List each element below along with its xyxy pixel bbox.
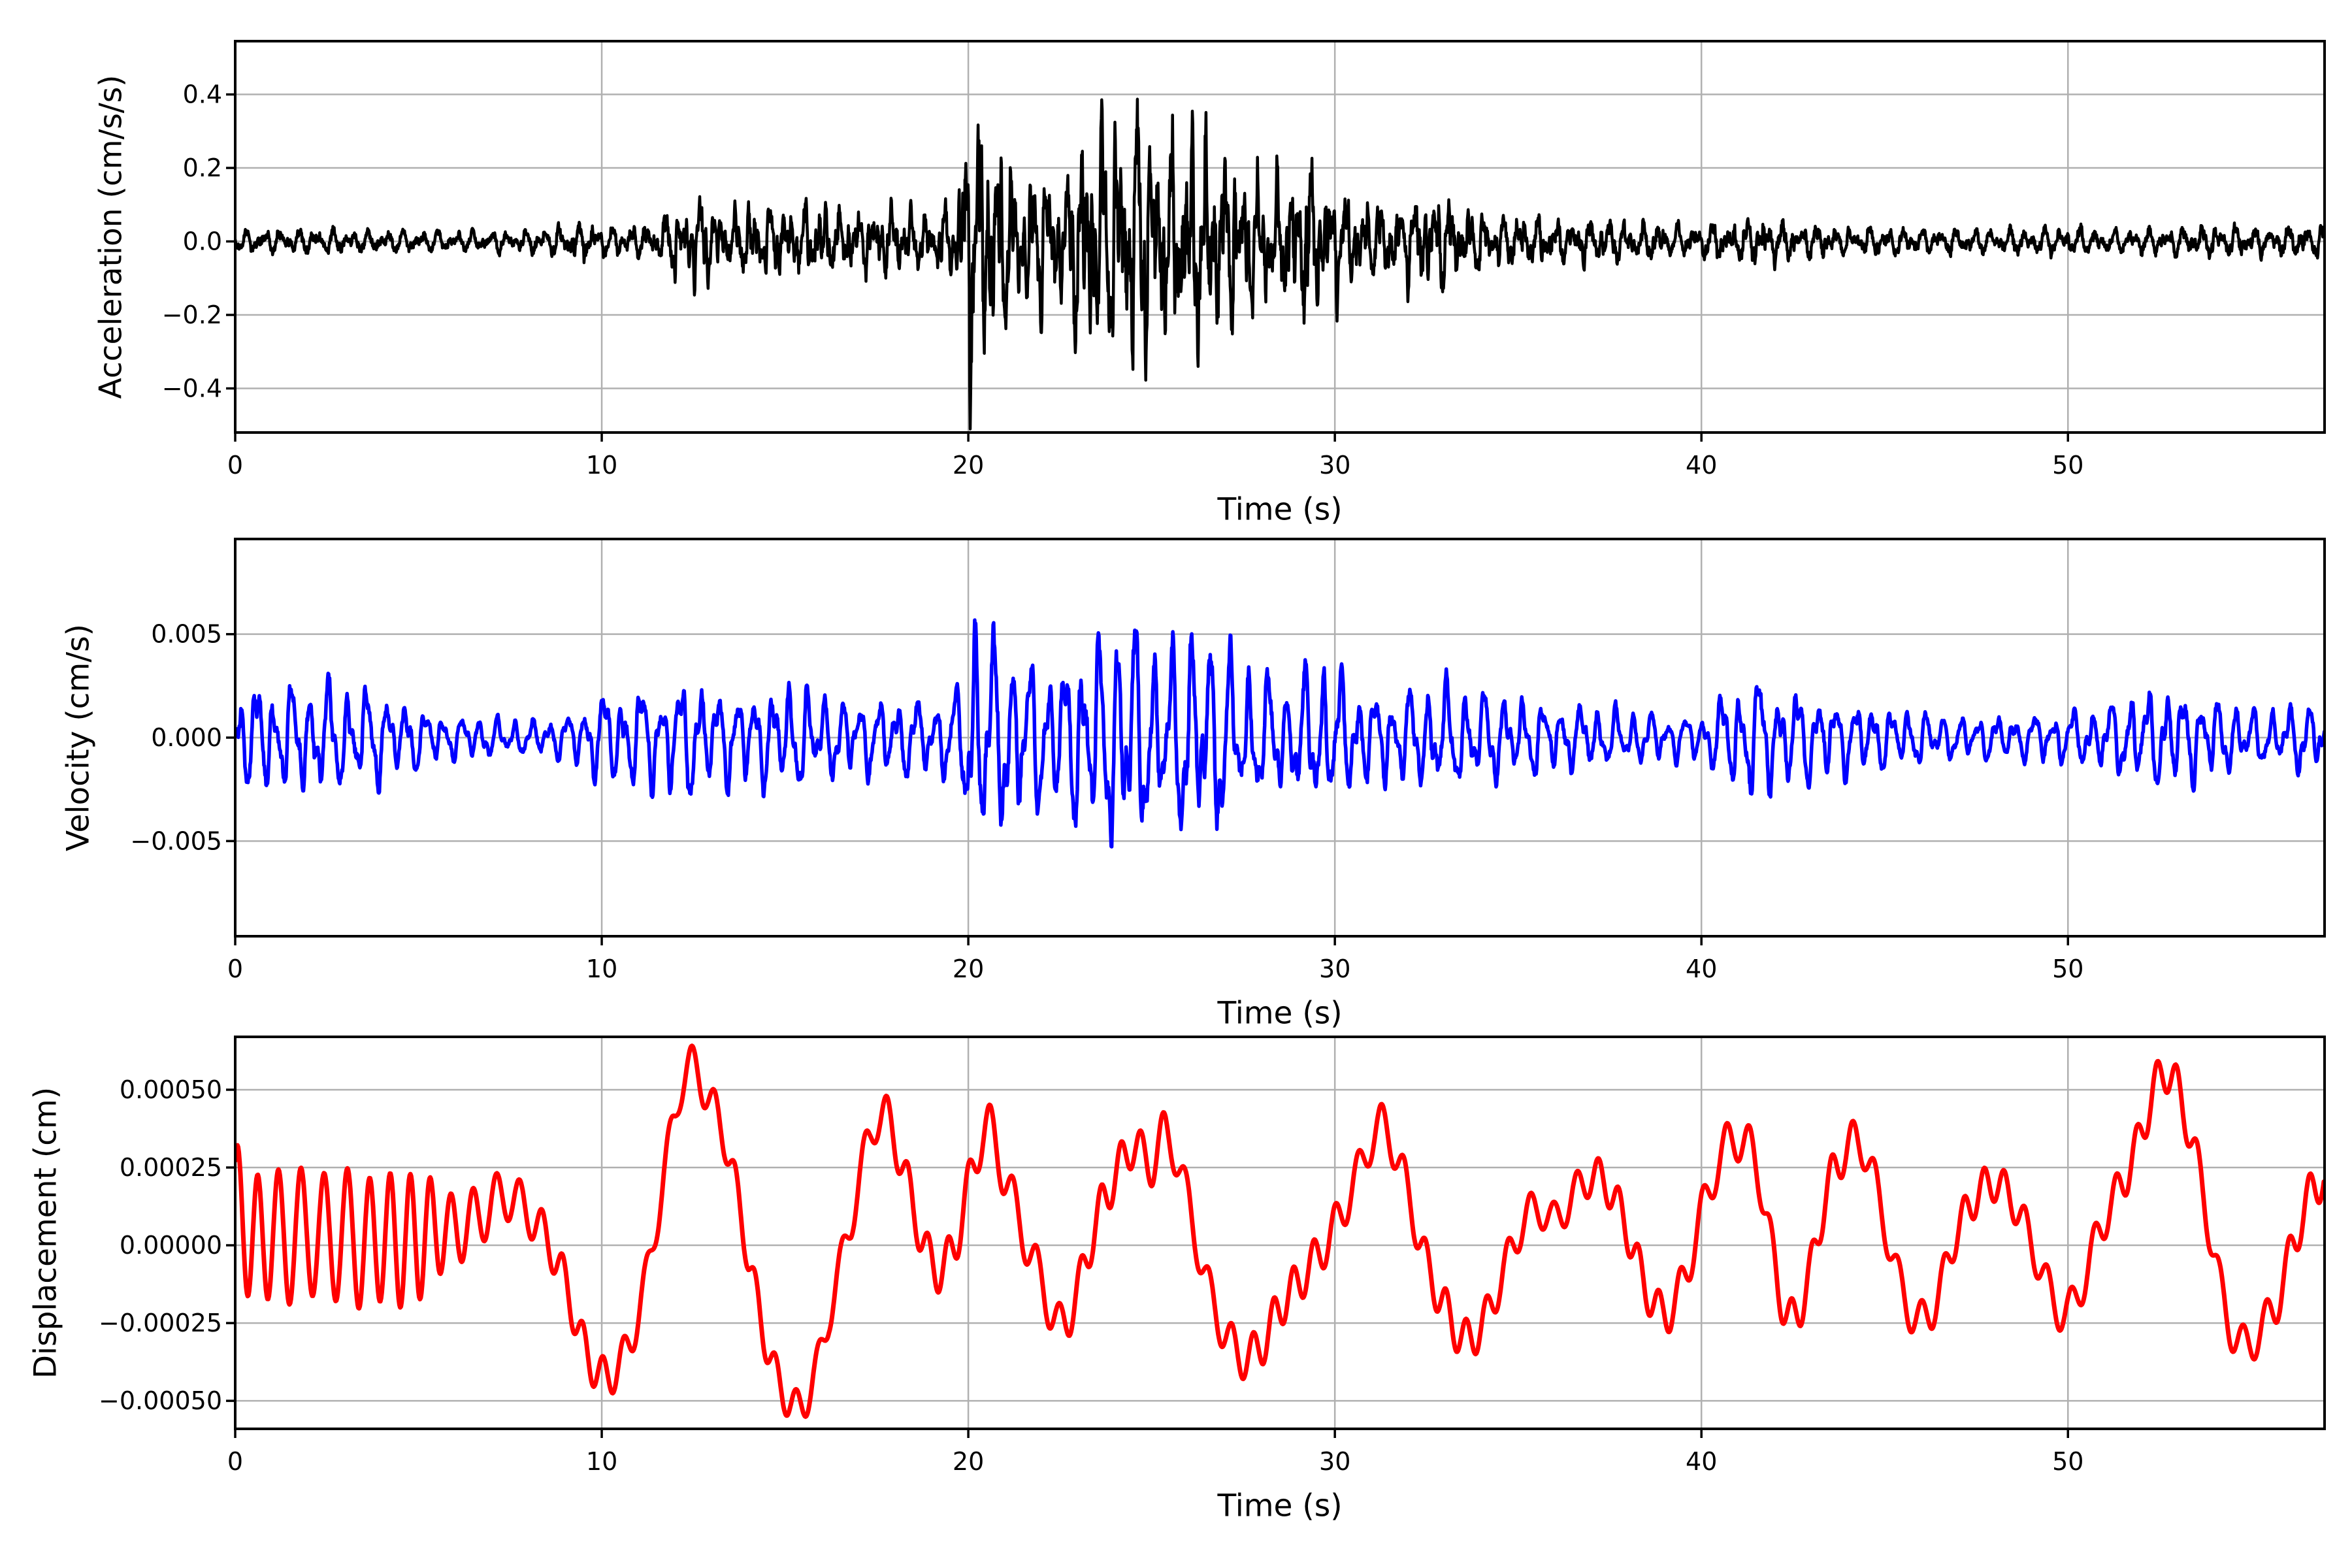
y-tick-label: −0.005 (130, 826, 222, 855)
y-tick-label: 0.00025 (120, 1153, 222, 1182)
acceleration-x-axis-label: Time (s) (1217, 492, 1342, 528)
x-tick-label: 0 (227, 1447, 243, 1476)
x-tick-label: 20 (953, 1447, 984, 1476)
y-tick-label: −0.2 (162, 301, 222, 329)
y-tick-label: −0.4 (162, 374, 222, 403)
y-tick-label: 0.00050 (120, 1075, 222, 1104)
x-tick-label: 40 (1686, 1447, 1717, 1476)
velocity-plot-frame (234, 538, 2326, 938)
x-tick-label: 40 (1686, 955, 1717, 983)
velocity-y-axis-label: Velocity (cm/s) (61, 624, 97, 851)
x-tick-label: 30 (1319, 451, 1350, 480)
x-tick-label: 0 (227, 955, 243, 983)
x-tick-label: 40 (1686, 451, 1717, 480)
acceleration-plot-frame (234, 40, 2326, 434)
velocity-x-axis-label: Time (s) (1217, 996, 1342, 1032)
x-tick-label: 20 (953, 451, 984, 480)
x-tick-label: 50 (2052, 955, 2083, 983)
x-tick-label: 50 (2052, 451, 2083, 480)
panel-displacement: Displacement (cm) Time (s) 0.00050 0.000… (28, 1075, 2084, 1524)
y-tick-label: 0.000 (151, 723, 222, 752)
x-tick-label: 0 (227, 451, 243, 480)
x-tick-label: 20 (953, 955, 984, 983)
x-tick-label: 30 (1319, 955, 1350, 983)
displacement-plot-frame (234, 1036, 2326, 1430)
y-tick-label: 0.005 (151, 620, 222, 649)
acceleration-y-axis-label: Acceleration (cm/s/s) (93, 75, 129, 399)
y-tick-label: 0.0 (183, 227, 222, 256)
panel-velocity: Velocity (cm/s) Time (s) 0.005 0.000 −0.… (61, 620, 2084, 1032)
y-tick-label: 0.4 (183, 80, 222, 109)
x-tick-label: 50 (2052, 1447, 2083, 1476)
acceleration-trace (235, 97, 2325, 431)
y-tick-label: −0.00025 (99, 1309, 222, 1337)
displacement-y-axis-label: Displacement (cm) (28, 1087, 64, 1379)
y-tick-label: 0.2 (183, 154, 222, 182)
y-tick-label: 0.00000 (120, 1231, 222, 1260)
panel-acceleration: Acceleration (cm/s/s) Time (s) 0.4 0.2 0… (93, 75, 2084, 528)
velocity-trace (235, 618, 2325, 849)
x-tick-label: 10 (586, 1447, 617, 1476)
x-tick-label: 30 (1319, 1447, 1350, 1476)
displacement-trace (235, 1043, 2325, 1419)
x-tick-label: 10 (586, 955, 617, 983)
y-tick-label: −0.00050 (99, 1386, 222, 1415)
x-tick-label: 10 (586, 451, 617, 480)
displacement-x-axis-label: Time (s) (1217, 1488, 1342, 1524)
